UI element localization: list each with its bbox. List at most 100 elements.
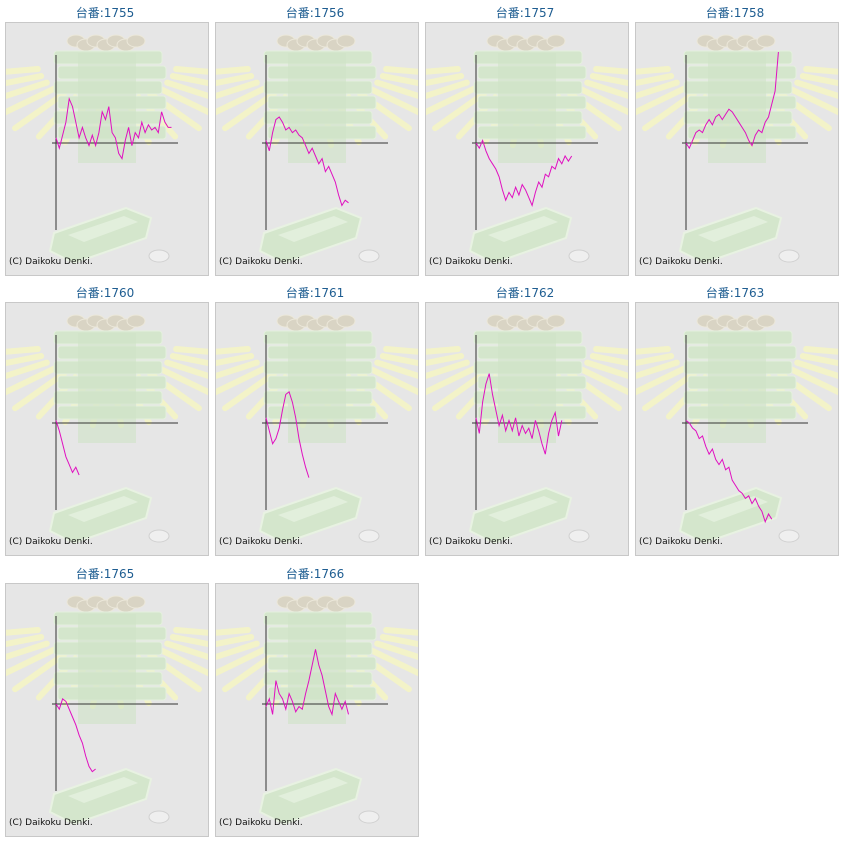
- graph-plot: [682, 51, 808, 230]
- background-ray: [6, 627, 41, 636]
- background-ray: [426, 79, 470, 100]
- background-box-stack: [78, 614, 136, 724]
- machine-title-link[interactable]: 台番:1756: [285, 6, 345, 20]
- machine-title-link[interactable]: 台番:1762: [495, 286, 555, 300]
- background-ray: [786, 85, 838, 116]
- background-dish: [568, 249, 590, 263]
- copyright-label: (C) Daikoku Denki.: [429, 257, 513, 267]
- series-line: [55, 420, 80, 476]
- slump-graph[interactable]: (C) Daikoku Denki.: [215, 583, 419, 837]
- background-ray: [216, 346, 251, 355]
- background-ray: [6, 346, 41, 355]
- background-ray: [803, 346, 838, 355]
- background-ray: [383, 346, 418, 355]
- background-tray-inner: [488, 216, 558, 242]
- background-ray: [156, 85, 208, 116]
- background-ray: [366, 646, 418, 677]
- background-coin: [126, 314, 146, 328]
- graph-background: [216, 314, 418, 545]
- graph-plot: [472, 55, 598, 230]
- machine-cell: 台番:1757 (C) Daikoku Denki.: [420, 0, 630, 278]
- background-ray: [173, 66, 208, 75]
- background-dish: [148, 810, 170, 824]
- background-ray: [374, 359, 418, 380]
- background-box-stack: [288, 333, 346, 443]
- background-box-stack: [498, 53, 556, 163]
- series-line: [265, 649, 349, 717]
- background-ray: [6, 646, 58, 677]
- background-ray: [6, 85, 58, 116]
- graph-plot: [52, 616, 178, 791]
- background-coin: [546, 314, 566, 328]
- slump-graph[interactable]: (C) Daikoku Denki.: [425, 22, 629, 276]
- background-ray: [426, 353, 465, 367]
- background-box-stack: [288, 53, 346, 163]
- background-ray: [216, 73, 255, 87]
- slump-graph[interactable]: (C) Daikoku Denki.: [5, 302, 209, 556]
- background-coin: [756, 34, 776, 48]
- copyright-label: (C) Daikoku Denki.: [219, 818, 303, 828]
- background-ray: [216, 353, 255, 367]
- background-ray: [173, 627, 208, 636]
- background-ray: [379, 353, 418, 367]
- machine-title-link[interactable]: 台番:1765: [75, 567, 135, 581]
- background-ray: [216, 79, 260, 100]
- machine-title-link[interactable]: 台番:1761: [285, 286, 345, 300]
- machine-cell: 台番:1765 (C) Daikoku Denki.: [0, 561, 210, 839]
- graph-plot: [52, 55, 178, 230]
- background-ray: [636, 346, 671, 355]
- background-ray: [169, 353, 208, 367]
- background-dish: [358, 249, 380, 263]
- graph-background: [6, 595, 208, 826]
- background-ray: [803, 66, 838, 75]
- graph-background: [636, 314, 838, 545]
- background-ray: [164, 640, 208, 661]
- background-ray: [216, 627, 251, 636]
- background-ray: [164, 359, 208, 380]
- background-box-stack: [78, 333, 136, 443]
- machine-title-link[interactable]: 台番:1763: [705, 286, 765, 300]
- slump-graph[interactable]: (C) Daikoku Denki.: [5, 22, 209, 276]
- background-tray-inner: [68, 216, 138, 242]
- machine-title-link[interactable]: 台番:1766: [285, 567, 345, 581]
- background-ray: [786, 365, 838, 396]
- machine-title-link[interactable]: 台番:1760: [75, 286, 135, 300]
- background-ray: [636, 85, 688, 116]
- machine-cell: 台番:1755 (C) Daikoku Denki.: [0, 0, 210, 278]
- copyright-label: (C) Daikoku Denki.: [429, 537, 513, 547]
- background-dish: [778, 249, 800, 263]
- background-ray: [383, 66, 418, 75]
- machine-title-link[interactable]: 台番:1757: [495, 6, 555, 20]
- background-ray: [216, 640, 260, 661]
- background-ray: [6, 640, 50, 661]
- background-ray: [589, 353, 628, 367]
- background-ray: [366, 365, 418, 396]
- slump-graph[interactable]: (C) Daikoku Denki.: [635, 22, 839, 276]
- machine-cell: 台番:1763 (C) Daikoku Denki.: [630, 280, 840, 558]
- series-line: [265, 390, 310, 478]
- copyright-label: (C) Daikoku Denki.: [219, 537, 303, 547]
- machine-title-link[interactable]: 台番:1755: [75, 6, 135, 20]
- slump-graph[interactable]: (C) Daikoku Denki.: [5, 583, 209, 837]
- background-ray: [173, 346, 208, 355]
- slump-graph[interactable]: (C) Daikoku Denki.: [425, 302, 629, 556]
- background-ray: [589, 73, 628, 87]
- background-box-stack: [78, 53, 136, 163]
- machine-title-link[interactable]: 台番:1758: [705, 6, 765, 20]
- background-ray: [6, 359, 50, 380]
- background-coin: [126, 595, 146, 609]
- copyright-label: (C) Daikoku Denki.: [219, 257, 303, 267]
- background-ray: [156, 646, 208, 677]
- slump-graph[interactable]: (C) Daikoku Denki.: [215, 22, 419, 276]
- background-ray: [593, 346, 628, 355]
- background-tray-inner: [278, 777, 348, 803]
- graph-plot: [682, 335, 808, 524]
- background-ray: [794, 359, 838, 380]
- background-dish: [358, 529, 380, 543]
- slump-graph[interactable]: (C) Daikoku Denki.: [215, 302, 419, 556]
- background-ray: [426, 359, 470, 380]
- background-ray: [164, 79, 208, 100]
- background-tray-inner: [68, 496, 138, 522]
- graph-plot: [472, 335, 598, 510]
- slump-graph[interactable]: (C) Daikoku Denki.: [635, 302, 839, 556]
